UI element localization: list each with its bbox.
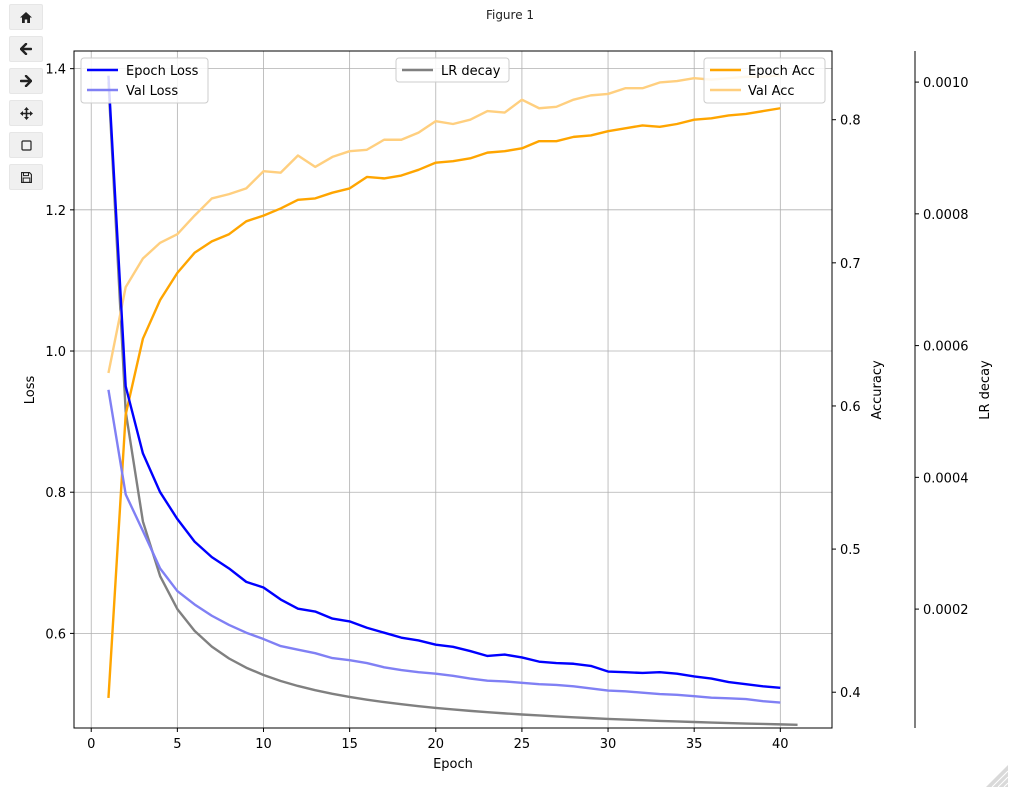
toolbar bbox=[9, 4, 43, 196]
loss-axis-label: Loss bbox=[23, 376, 38, 405]
plot-frame bbox=[73, 50, 833, 729]
x-tick-label: 10 bbox=[255, 737, 272, 752]
legend-accuracy: Epoch Acc Val Acc bbox=[703, 57, 826, 104]
move-icon bbox=[19, 106, 33, 120]
accuracy-tick-label: 0.7 bbox=[840, 257, 861, 272]
legend-label-epoch-loss: Epoch Loss bbox=[126, 64, 199, 79]
lr-tick-label: 0.0010 bbox=[923, 76, 969, 91]
val-loss-line bbox=[107, 389, 781, 704]
pan-button[interactable] bbox=[9, 100, 43, 126]
lr-axis-label: LR decay bbox=[978, 360, 993, 420]
loss-tick-label: 1.4 bbox=[45, 63, 66, 78]
x-tick-label: 20 bbox=[427, 737, 444, 752]
x-tick-label: 15 bbox=[341, 737, 358, 752]
x-tick-label: 5 bbox=[173, 737, 181, 752]
loss-tick-label: 1.0 bbox=[45, 345, 66, 360]
loss-tick-label: 0.8 bbox=[45, 486, 66, 501]
x-tick-label: 35 bbox=[686, 737, 703, 752]
square-icon bbox=[20, 139, 32, 151]
grid bbox=[74, 51, 832, 728]
resize-grip[interactable] bbox=[986, 765, 1008, 787]
zoom-button[interactable] bbox=[9, 132, 43, 158]
accuracy-tick-label: 0.4 bbox=[840, 686, 861, 701]
arrow-right-icon bbox=[20, 75, 32, 87]
x-tick-label: 30 bbox=[600, 737, 617, 752]
legend-label-val-loss: Val Loss bbox=[126, 84, 178, 99]
legend-label-val-acc: Val Acc bbox=[748, 84, 795, 99]
loss-tick-label: 1.2 bbox=[45, 204, 66, 219]
x-axis-label: Epoch bbox=[433, 757, 473, 772]
lr-tick-label: 0.0002 bbox=[923, 603, 969, 618]
x-tick-label: 25 bbox=[514, 737, 531, 752]
home-button[interactable] bbox=[9, 4, 43, 30]
home-icon bbox=[20, 11, 32, 23]
back-button[interactable] bbox=[9, 36, 43, 62]
window-title: Figure 1 bbox=[485, 8, 535, 22]
epoch-loss-line bbox=[107, 75, 781, 689]
accuracy-tick-label: 0.6 bbox=[840, 400, 861, 415]
lr-decay-line bbox=[107, 82, 798, 726]
legend-loss: Epoch Loss Val Loss bbox=[80, 57, 209, 104]
floppy-icon bbox=[20, 171, 32, 183]
x-tick-label: 40 bbox=[772, 737, 789, 752]
accuracy-tick-label: 0.5 bbox=[840, 543, 861, 558]
axes: 0 5 10 15 20 25 30 35 40 0.6 0.8 1.0 1.2 1.4 0.4 0.5 0.6… bbox=[45, 63, 968, 752]
lr-tick-label: 0.0008 bbox=[923, 208, 969, 223]
legend-label-epoch-acc: Epoch Acc bbox=[748, 64, 815, 79]
loss-tick-label: 0.6 bbox=[45, 627, 66, 642]
save-button[interactable] bbox=[9, 164, 43, 190]
legend-lr: LR decay bbox=[395, 57, 510, 83]
accuracy-axis-label: Accuracy bbox=[870, 360, 885, 420]
plot-lines bbox=[107, 74, 798, 726]
legend-label-lr-decay: LR decay bbox=[441, 64, 501, 79]
lr-tick-label: 0.0006 bbox=[923, 340, 969, 355]
lr-tick-label: 0.0004 bbox=[923, 471, 969, 486]
val-acc-line bbox=[107, 74, 781, 374]
forward-button[interactable] bbox=[9, 68, 43, 94]
x-tick-label: 0 bbox=[87, 737, 95, 752]
arrow-left-icon bbox=[20, 43, 32, 55]
accuracy-tick-label: 0.8 bbox=[840, 114, 861, 129]
epoch-acc-line bbox=[107, 107, 781, 699]
